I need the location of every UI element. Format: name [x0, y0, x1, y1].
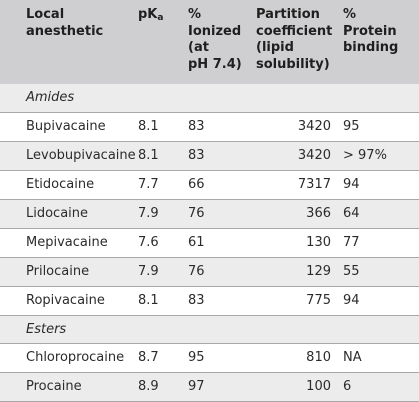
- row-divider: [0, 372, 419, 373]
- section-label: Amides: [26, 90, 75, 105]
- row-divider: [0, 141, 419, 142]
- header-partition-line-1: Partition: [256, 7, 320, 22]
- cell-partition: 3420: [297, 119, 331, 134]
- header-pka: pKa: [138, 7, 163, 27]
- cell-protein-binding: 94: [343, 293, 360, 308]
- cell-protein-binding: 95: [343, 119, 360, 134]
- row-divider: [0, 112, 419, 113]
- cell-partition: 810: [306, 350, 331, 365]
- cell-pka: 8.7: [138, 350, 159, 365]
- cell-ionized: 83: [188, 148, 205, 163]
- table-row: Lidocaine 7.9 76 366 64: [0, 200, 419, 228]
- cell-protein-binding: 64: [343, 206, 360, 221]
- header-ionized: % Ionized (at pH 7.4): [188, 7, 242, 73]
- cell-anesthetic: Procaine: [26, 379, 82, 394]
- table-row: Procaine 8.9 97 100 6: [0, 373, 419, 402]
- section-row-esters: Esters: [0, 316, 419, 343]
- cell-ionized: 66: [188, 177, 205, 192]
- cell-pka: 7.6: [138, 235, 159, 250]
- row-divider: [0, 315, 419, 316]
- cell-protein-binding: 94: [343, 177, 360, 192]
- header-protein: % Protein binding: [343, 7, 398, 57]
- header-protein-line-2: Protein: [343, 23, 397, 39]
- cell-anesthetic: Bupivacaine: [26, 119, 106, 134]
- table-row: Bupivacaine 8.1 83 3420 95: [0, 113, 419, 141]
- row-divider: [0, 286, 419, 287]
- header-protein-line-3: binding: [343, 40, 399, 55]
- header-partition: Partition coefficient (lipid solubility): [256, 7, 332, 73]
- cell-pka: 8.9: [138, 379, 159, 394]
- header-pka-sub: a: [157, 13, 164, 23]
- cell-anesthetic: Ropivacaine: [26, 293, 105, 308]
- cell-ionized: 83: [188, 293, 205, 308]
- table-header: Local anesthetic pKa % Ionized (at pH 7.…: [0, 0, 419, 84]
- table-row: Prilocaine 7.9 76 129 55: [0, 258, 419, 286]
- row-divider: [0, 343, 419, 344]
- cell-partition: 3420: [297, 148, 331, 163]
- cell-pka: 8.1: [138, 119, 159, 134]
- header-pka-main: pK: [138, 7, 158, 22]
- cell-ionized: 83: [188, 119, 205, 134]
- cell-pka: 7.9: [138, 206, 159, 221]
- cell-protein-binding: NA: [343, 350, 362, 365]
- header-anesthetic: Local anesthetic: [26, 7, 103, 40]
- table-row: Etidocaine 7.7 66 7317 94: [0, 171, 419, 199]
- cell-ionized: 76: [188, 264, 205, 279]
- cell-partition: 775: [306, 293, 331, 308]
- row-divider: [0, 257, 419, 258]
- header-partition-line-4: solubility): [256, 56, 330, 72]
- header-partition-line-3: (lipid: [256, 40, 294, 55]
- cell-pka: 7.9: [138, 264, 159, 279]
- cell-pka: 8.1: [138, 148, 159, 163]
- header-ionized-line-3: (at: [188, 40, 209, 55]
- cell-pka: 8.1: [138, 293, 159, 308]
- header-ionized-line-2: Ionized: [188, 23, 242, 39]
- row-divider: [0, 228, 419, 229]
- cell-protein-binding: 55: [343, 264, 360, 279]
- table-row: Mepivacaine 7.6 61 130 77: [0, 229, 419, 257]
- cell-anesthetic: Chloroprocaine: [26, 350, 125, 365]
- cell-protein-binding: 77: [343, 235, 360, 250]
- cell-ionized: 76: [188, 206, 205, 221]
- row-divider: [0, 170, 419, 171]
- header-ionized-line-1: %: [188, 7, 202, 22]
- cell-partition: 100: [306, 379, 331, 394]
- section-label: Esters: [26, 322, 67, 337]
- cell-ionized: 95: [188, 350, 205, 365]
- cell-partition: 129: [306, 264, 331, 279]
- cell-ionized: 61: [188, 235, 205, 250]
- cell-protein-binding: 6: [343, 379, 352, 394]
- cell-ionized: 97: [188, 379, 205, 394]
- table-row: Levobupivacaine 8.1 83 3420 > 97%: [0, 142, 419, 170]
- cell-anesthetic: Etidocaine: [26, 177, 95, 192]
- table-row: Chloroprocaine 8.7 95 810 NA: [0, 344, 419, 372]
- cell-partition: 130: [306, 235, 331, 250]
- cell-partition: 366: [306, 206, 331, 221]
- header-protein-line-1: %: [343, 7, 357, 22]
- header-anesthetic-line-2: anesthetic: [26, 23, 104, 39]
- cell-anesthetic: Prilocaine: [26, 264, 90, 279]
- cell-anesthetic: Lidocaine: [26, 206, 89, 221]
- section-row-amides: Amides: [0, 84, 419, 112]
- cell-pka: 7.7: [138, 177, 159, 192]
- cell-anesthetic: Levobupivacaine: [26, 148, 136, 163]
- header-partition-line-2: coefficient: [256, 23, 333, 39]
- cell-partition: 7317: [297, 177, 331, 192]
- header-anesthetic-line-1: Local: [26, 7, 65, 22]
- cell-protein-binding: > 97%: [343, 148, 387, 163]
- header-ionized-line-4: pH 7.4): [188, 56, 242, 72]
- table-row: Ropivacaine 8.1 83 775 94: [0, 287, 419, 315]
- cell-anesthetic: Mepivacaine: [26, 235, 108, 250]
- row-divider: [0, 199, 419, 200]
